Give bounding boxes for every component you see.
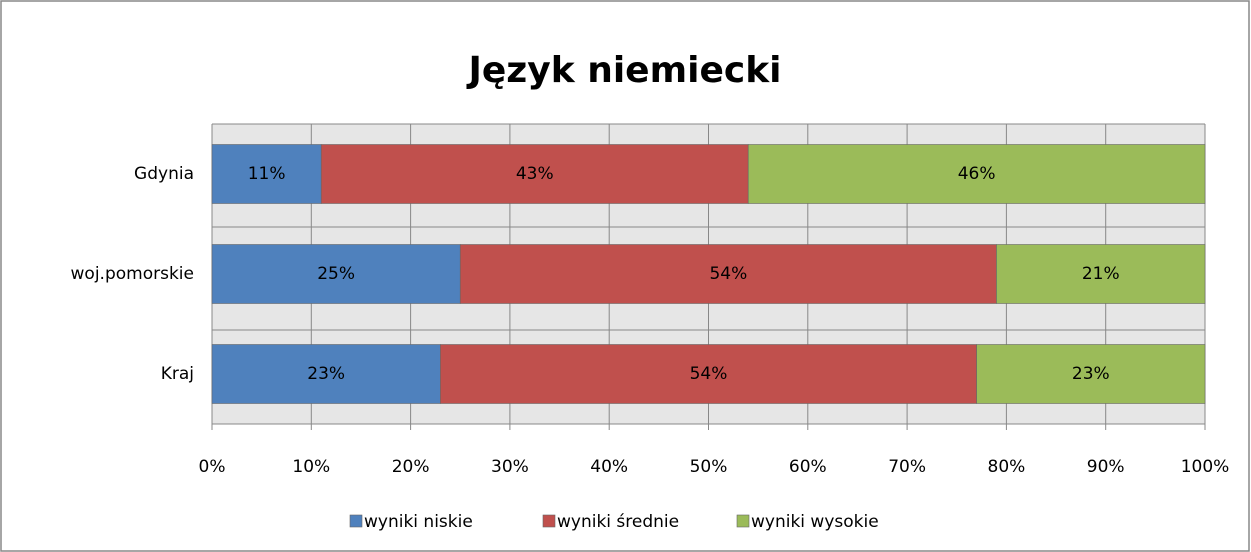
legend-swatch — [349, 514, 363, 528]
bar-segment — [996, 244, 1206, 304]
x-tick-label: 40% — [590, 457, 628, 477]
x-tick-label: 80% — [988, 457, 1026, 477]
value-label: 21% — [1082, 264, 1120, 284]
bar-segment — [976, 344, 1206, 404]
bar-segment — [211, 344, 441, 404]
x-tick-label: 30% — [491, 457, 529, 477]
y-tick-label: Gdynia — [134, 164, 194, 184]
value-label: 11% — [248, 164, 286, 184]
legend-label: wyniki średnie — [557, 512, 679, 532]
value-label: 46% — [958, 164, 996, 184]
x-tick-label: 60% — [789, 457, 827, 477]
legend-label: wyniki wysokie — [751, 512, 879, 532]
y-tick-label: Kraj — [161, 364, 194, 384]
x-tick-label: 90% — [1087, 457, 1125, 477]
x-tick-label: 0% — [199, 457, 226, 477]
x-tick-label: 10% — [292, 457, 330, 477]
value-label: 23% — [307, 364, 345, 384]
bar-segment — [211, 244, 461, 304]
value-label: 23% — [1072, 364, 1110, 384]
legend-label: wyniki niskie — [364, 512, 473, 532]
x-tick-label: 50% — [690, 457, 728, 477]
y-tick-label: woj.pomorskie — [71, 264, 194, 284]
x-tick-label: 20% — [392, 457, 430, 477]
value-label: 54% — [690, 364, 728, 384]
legend-swatch — [542, 514, 556, 528]
chart-title: Język niemiecki — [466, 50, 782, 91]
value-label: 43% — [516, 164, 554, 184]
legend-swatch — [736, 514, 750, 528]
bar-segment — [459, 244, 997, 304]
value-label: 25% — [317, 264, 355, 284]
bar-segment — [747, 144, 1206, 204]
value-label: 54% — [709, 264, 747, 284]
x-tick-label: 100% — [1181, 457, 1230, 477]
x-tick-label: 70% — [888, 457, 926, 477]
bar-segment — [320, 144, 749, 204]
